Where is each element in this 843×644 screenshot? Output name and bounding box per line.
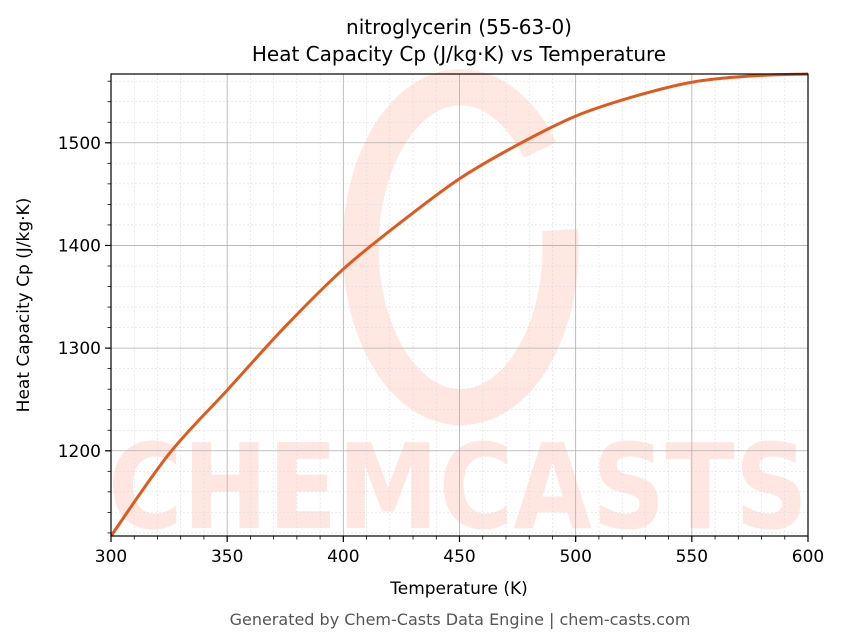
- y-tick-label: 1300: [58, 339, 101, 359]
- x-axis-label: Temperature (K): [389, 579, 528, 599]
- svg-text:CHEMCASTS: CHEMCASTS: [108, 418, 808, 556]
- axis-ticks: 300 350 400 450 500 550 600 1200 1300 1400 1500: [58, 80, 824, 567]
- x-tick-label: 600: [792, 547, 824, 567]
- series-line: [109, 72, 809, 537]
- y-tick-label: 1200: [58, 442, 101, 462]
- watermark-logo: CHEMCASTS: [108, 69, 808, 556]
- y-tick-label: 1400: [58, 236, 101, 256]
- grid: [110, 74, 809, 536]
- x-tick-label: 500: [559, 547, 591, 567]
- chart-title: nitroglycerin (55-63-0): [346, 15, 572, 39]
- x-tick-label: 350: [211, 547, 243, 567]
- y-axis-label: Heat Capacity Cp (J/kg·K): [14, 198, 34, 413]
- x-tick-label: 450: [443, 547, 475, 567]
- x-tick-label: 300: [95, 547, 127, 567]
- x-tick-label: 400: [327, 547, 359, 567]
- footer-credit: Generated by Chem-Casts Data Engine | ch…: [230, 610, 691, 629]
- y-tick-label: 1500: [58, 134, 101, 154]
- x-tick-label: 550: [676, 547, 708, 567]
- plot-frame: [110, 73, 809, 537]
- chart-subtitle: Heat Capacity Cp (J/kg·K) vs Temperature: [252, 42, 666, 66]
